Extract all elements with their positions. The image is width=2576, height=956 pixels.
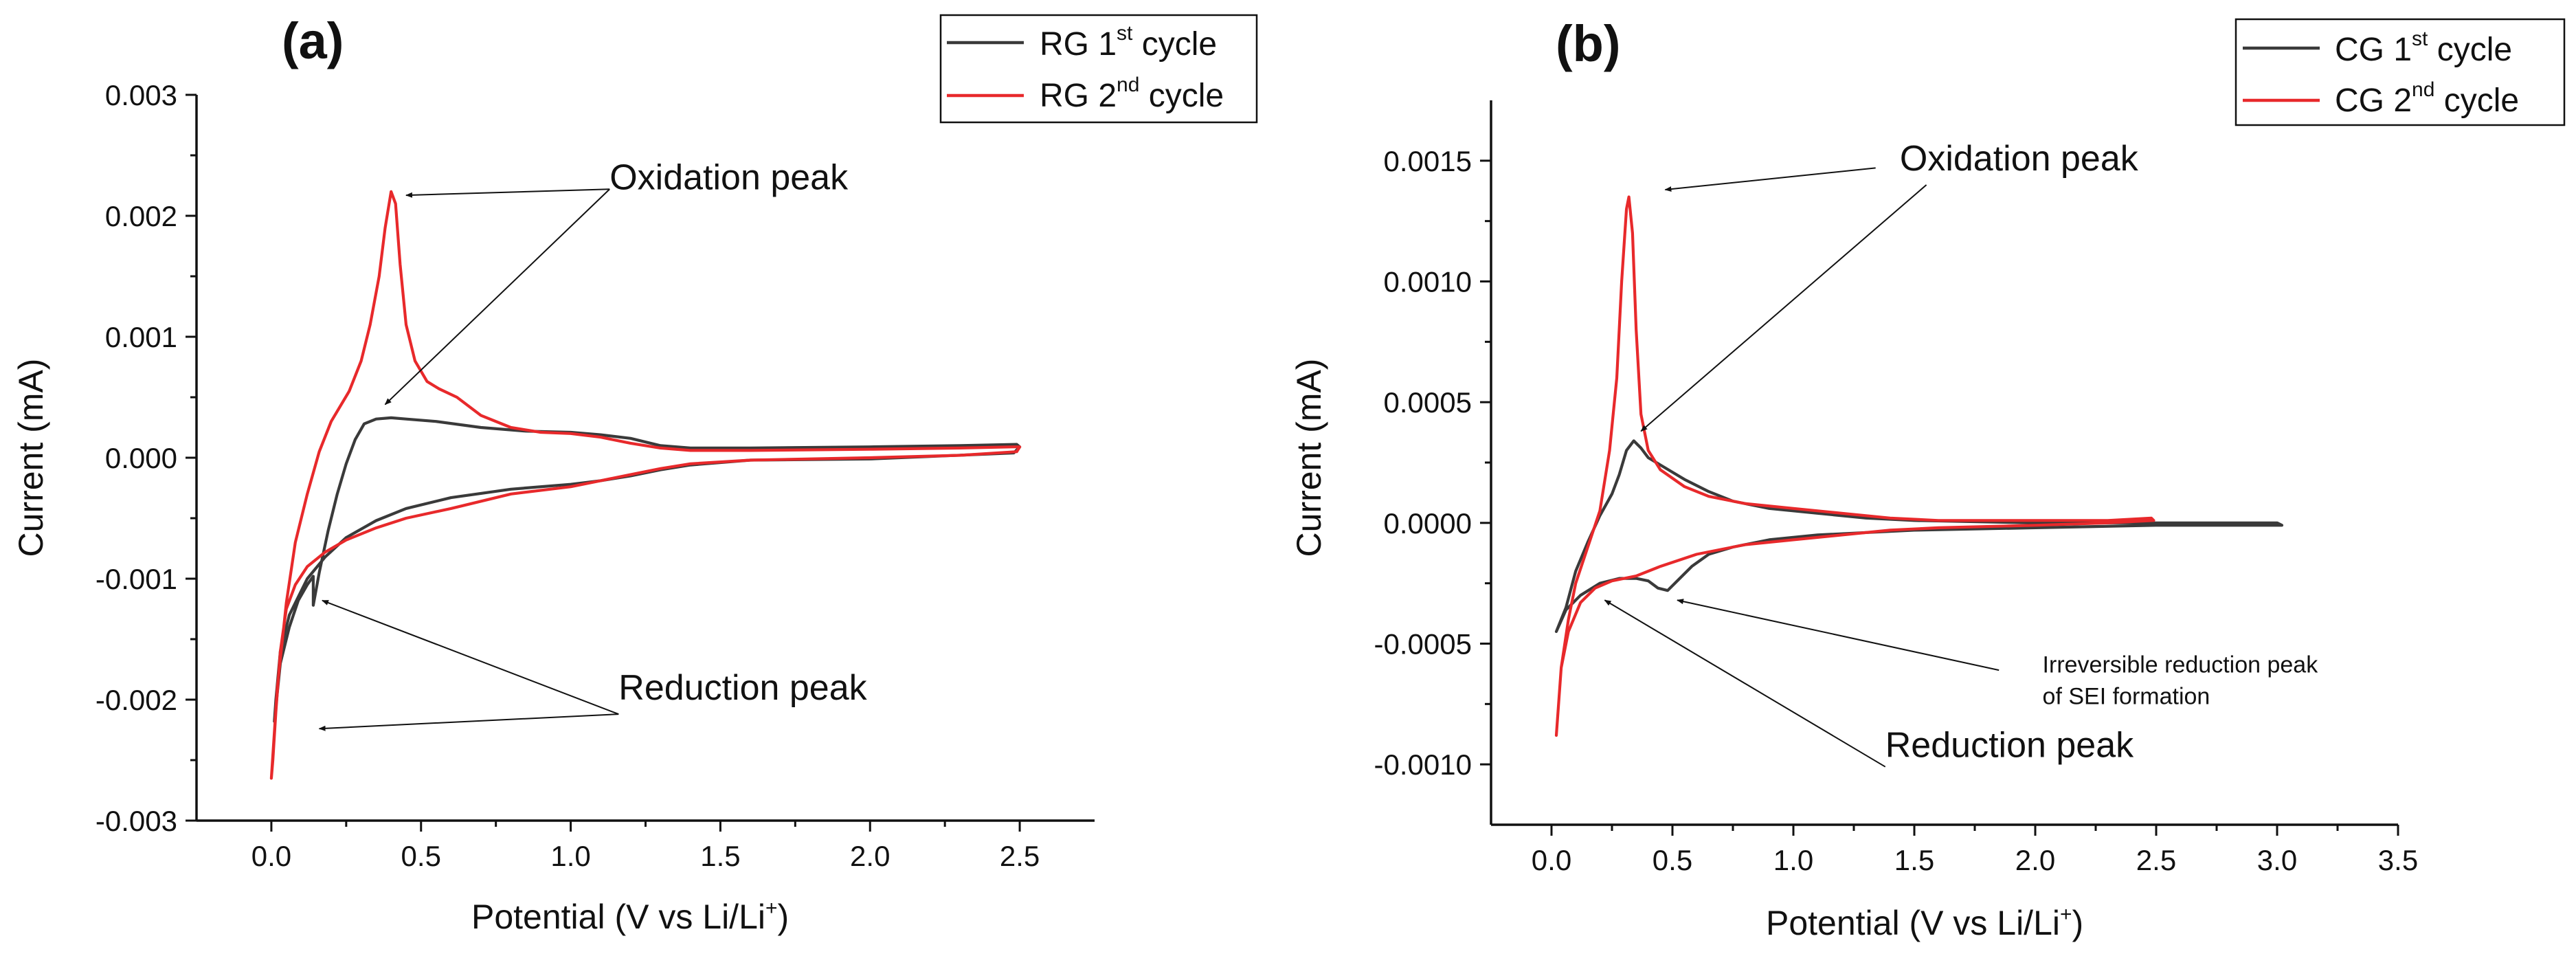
panel-a-legend-label-1: RG 1st cycle <box>1040 22 1217 63</box>
annotation-label: Irreversible reduction peak <box>2043 652 2319 678</box>
panel-a-label: (a) <box>282 12 344 69</box>
panel-b-legend-label-2: CG 2nd cycle <box>2335 78 2519 119</box>
panel-a-annotations: Oxidation peak Reduction peak <box>318 157 868 731</box>
annotation-arrow <box>1604 599 1886 768</box>
panel-a-series <box>269 190 1022 780</box>
y-tick-label: -0.0005 <box>1374 628 1472 660</box>
x-tick-label: 1.0 <box>550 840 590 872</box>
annotation-arrow <box>1677 599 2000 671</box>
y-tick-label: 0.000 <box>105 442 177 474</box>
annotation-arrow <box>384 188 610 405</box>
chart-panel-a: (a) 0.0 0.5 1.0 1.5 2.0 2.5 -0.003 -0.002 -0.001… <box>12 12 1258 936</box>
panel-a-legend-label-2: RG 2nd cycle <box>1040 74 1224 114</box>
chart-panel-b: (b) 0.0 0.5 1.0 1.5 2.0 2.5 3.0 3.5 -0.0010 -0.00… <box>1290 15 2566 942</box>
y-tick-label: 0.003 <box>105 79 177 111</box>
x-tick-label: 3.0 <box>2257 844 2297 876</box>
y-tick-label: 0.0005 <box>1384 386 1472 419</box>
annotation-arrow <box>1640 184 1927 432</box>
panel-b-ylabel: Current (mA) <box>1290 359 1328 557</box>
annotation-arrow <box>405 188 610 198</box>
annotation-arrow <box>318 713 619 731</box>
annotation-label: Oxidation peak <box>1900 139 2139 179</box>
panel-b-series <box>1554 195 2284 737</box>
y-tick-label: 0.002 <box>105 200 177 232</box>
x-tick-label: 2.0 <box>2015 844 2055 876</box>
panel-a-legend: RG 1st cycle RG 2nd cycle <box>939 14 1258 124</box>
y-tick-label: 0.0010 <box>1384 266 1472 298</box>
x-tick-label: 1.5 <box>700 840 740 872</box>
x-tick-label: 1.5 <box>1894 844 1934 876</box>
y-tick-label: -0.001 <box>96 563 177 595</box>
x-tick-label: 0.0 <box>1532 844 1571 876</box>
y-tick-label: 0.0000 <box>1384 507 1472 540</box>
series-line-2 <box>1554 195 2155 737</box>
panel-a-xlabel: Potential (V vs Li/Li+) <box>471 897 789 936</box>
panel-b-legend: CG 1st cycle CG 2nd cycle <box>2235 18 2566 126</box>
x-tick-label: 1.0 <box>1773 844 1813 876</box>
x-tick-label: 0.0 <box>251 840 291 872</box>
series-line-2 <box>269 190 1022 780</box>
panel-a-ticks: 0.0 0.5 1.0 1.5 2.0 2.5 -0.003 -0.002 -0.001 0.00… <box>96 79 1040 872</box>
x-tick-label: 2.0 <box>850 840 890 872</box>
panel-b-label: (b) <box>1556 15 1621 72</box>
panel-b-xlabel: Potential (V vs Li/Li+) <box>1766 903 2083 942</box>
x-tick-label: 0.5 <box>1653 844 1692 876</box>
series-line-1 <box>1554 439 2284 633</box>
x-tick-label: 2.5 <box>1000 840 1040 872</box>
x-tick-label: 3.5 <box>2378 844 2418 876</box>
y-tick-label: -0.003 <box>96 805 177 837</box>
panel-a-legend-box <box>939 14 1258 124</box>
y-tick-label: -0.0010 <box>1374 748 1472 781</box>
x-tick-label: 0.5 <box>401 840 441 872</box>
annotation-label-line2: of SEI formation <box>2043 684 2210 710</box>
y-tick-label: 0.0015 <box>1384 145 1472 177</box>
panel-b-annotations: Oxidation peak Reduction peak Irreversible… <box>1604 139 2319 768</box>
panel-b-ticks: 0.0 0.5 1.0 1.5 2.0 2.5 3.0 3.5 -0.0010 -0.0005 0.… <box>1374 145 2419 876</box>
panel-b-legend-label-1: CG 1st cycle <box>2335 27 2512 68</box>
panel-a-ylabel: Current (mA) <box>12 359 50 557</box>
panel-b-legend-box <box>2235 18 2566 126</box>
annotation-label: Oxidation peak <box>609 157 849 197</box>
annotation-arrow <box>322 599 619 715</box>
annotation-label: Reduction peak <box>1885 726 2134 766</box>
x-tick-label: 2.5 <box>2136 844 2176 876</box>
annotation-label: Reduction peak <box>618 668 867 708</box>
annotation-arrow <box>1664 167 1876 192</box>
y-tick-label: -0.002 <box>96 684 177 716</box>
y-tick-label: 0.001 <box>105 321 177 353</box>
